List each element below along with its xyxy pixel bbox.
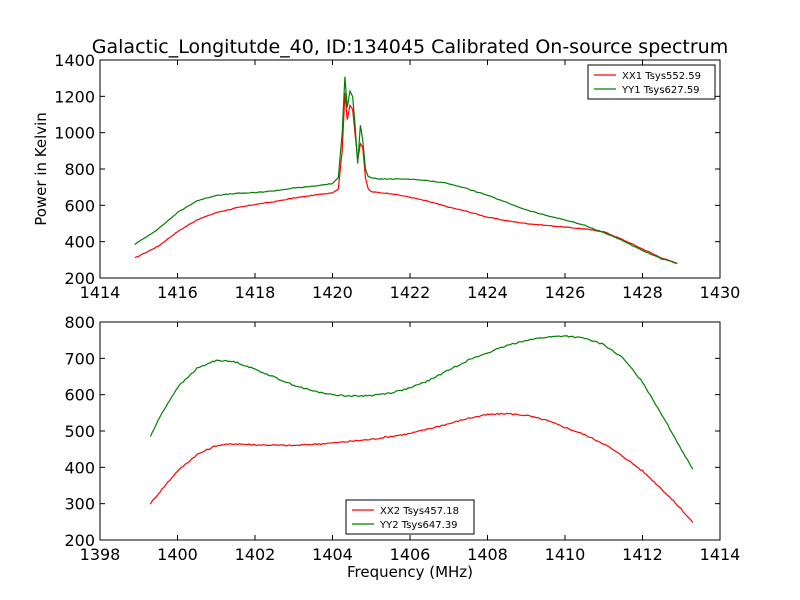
legend: XX1 Tsys552.59 YY1 Tsys627.59 xyxy=(587,64,716,100)
y-tick-label: 600 xyxy=(64,196,95,215)
x-tick-label: 1402 xyxy=(235,545,276,564)
series-line-xx2 xyxy=(149,412,694,523)
y-tick-label: 1000 xyxy=(54,124,95,143)
y-tick-label: 1400 xyxy=(54,51,95,70)
legend-label: YY1 Tsys627.59 xyxy=(621,85,700,96)
y-tick-label: 200 xyxy=(64,531,95,550)
y-tick-label: 400 xyxy=(64,233,95,252)
x-tick-label: 1414 xyxy=(80,283,121,302)
x-tick-label: 1398 xyxy=(80,545,121,564)
x-tick-label: 1428 xyxy=(622,283,663,302)
x-tick-label: 1422 xyxy=(390,283,431,302)
x-tick-label: 1424 xyxy=(467,283,508,302)
y-tick-label: 500 xyxy=(64,422,95,441)
legend-label: XX2 Tsys457.18 xyxy=(380,506,459,517)
x-tick-label: 1404 xyxy=(312,545,353,564)
y-tick-label: 1200 xyxy=(54,87,95,106)
x-tick-label: 1416 xyxy=(157,283,198,302)
x-tick-label: 1400 xyxy=(157,545,198,564)
x-tick-label: 1412 xyxy=(622,545,663,564)
x-tick-label: 1420 xyxy=(312,283,353,302)
y-tick-label: 200 xyxy=(64,269,95,288)
legend-label: XX1 Tsys552.59 xyxy=(622,71,701,82)
legend-box xyxy=(345,499,475,535)
x-tick-label: 1410 xyxy=(545,545,586,564)
x-tick-label: 1406 xyxy=(390,545,431,564)
x-tick-label: 1426 xyxy=(545,283,586,302)
y-axis-label: Power in Kelvin xyxy=(32,112,50,226)
x-axis-label: Frequency (MHz) xyxy=(347,563,473,581)
chart-title: Galactic_Longitutde_40, ID:134045 Calibr… xyxy=(92,36,728,58)
legend-label: YY2 Tsys647.39 xyxy=(379,520,458,531)
y-tick-label: 300 xyxy=(64,495,95,514)
legend-box xyxy=(587,64,716,100)
x-tick-label: 1418 xyxy=(235,283,276,302)
y-tick-label: 800 xyxy=(64,313,95,332)
series-line-yy1 xyxy=(134,76,678,265)
series-line-xx1 xyxy=(134,92,678,265)
top-panel: 1414 1416 1418 1420 1422 1424 1426 1428 1430 200 4… xyxy=(54,51,740,302)
y-tick-label: 800 xyxy=(64,160,95,179)
legend: XX2 Tsys457.18 YY2 Tsys647.39 xyxy=(345,499,475,535)
bottom-panel: 1398 1400 1402 1404 1406 1408 1410 1412 1414 200 3… xyxy=(64,313,740,564)
y-tick-label: 600 xyxy=(64,386,95,405)
y-tick-label: 700 xyxy=(64,349,95,368)
x-tick-label: 1408 xyxy=(467,545,508,564)
x-tick-label: 1430 xyxy=(700,283,741,302)
y-tick-label: 400 xyxy=(64,458,95,477)
series-line-yy2 xyxy=(149,335,694,470)
x-tick-label: 1414 xyxy=(700,545,741,564)
